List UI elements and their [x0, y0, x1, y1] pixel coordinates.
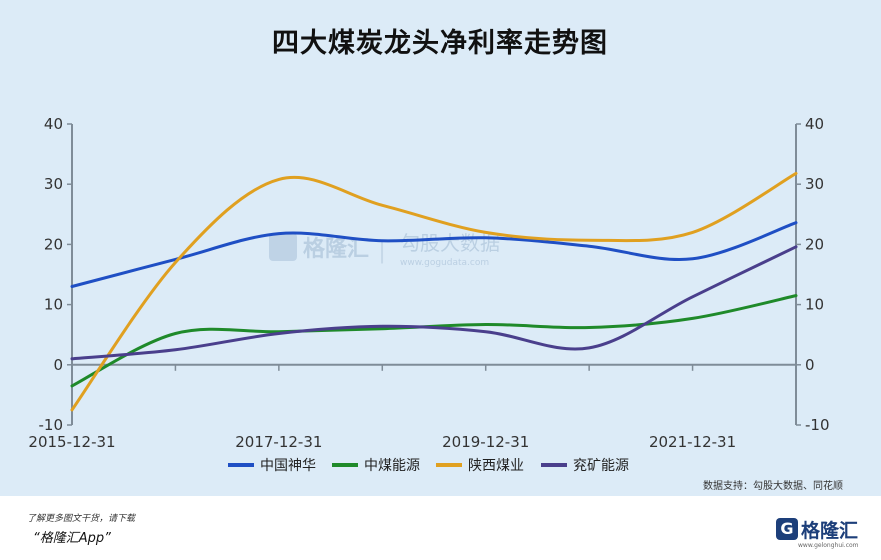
y-tick-label-right: -10 [805, 416, 830, 434]
series-line-2 [70, 171, 798, 412]
watermark-divider: | [378, 236, 386, 264]
brand-logo-icon: G [776, 518, 798, 540]
watermark-partner-url: www.gogudata.com [400, 258, 489, 268]
brand-name: 格隆汇 [801, 519, 859, 542]
y-tick-label-left: 40 [44, 115, 63, 133]
y-tick-label-right: 40 [805, 115, 824, 133]
y-tick-label-left: 10 [44, 296, 63, 314]
line-chart: 四大煤炭龙头净利率走势图 格隆汇 | 勾股大数据 www.gogudata.co… [28, 27, 843, 492]
y-tick-label-left: 30 [44, 175, 63, 193]
y-tick-label-left: 20 [44, 235, 63, 253]
y-tick-label-right: 30 [805, 175, 824, 193]
brand-url: www.gelonghui.com [798, 542, 859, 549]
legend-label: 中煤能源 [364, 458, 420, 474]
y-tick-label-left: -10 [39, 416, 64, 434]
series-line-0 [70, 221, 798, 288]
watermark-partner: 勾股大数据 [400, 231, 500, 255]
y-tick-label-right: 20 [805, 235, 824, 253]
y-tick-label-right: 0 [805, 356, 815, 374]
footer-download-hint: 了解更多图文干货，请下载 [27, 514, 136, 524]
series-line-3 [70, 245, 798, 361]
x-tick-label: 2019-12-31 [442, 433, 529, 451]
chart-title: 四大煤炭龙头净利率走势图 [272, 27, 608, 59]
data-source: 数据支持：勾股大数据、同花顺 [703, 479, 843, 492]
watermark: 格隆汇 | 勾股大数据 www.gogudata.com [269, 231, 500, 268]
legend: 中国神华 中煤能源 陕西煤业 兖矿能源 [228, 458, 629, 474]
x-tick-label: 2017-12-31 [235, 433, 322, 451]
x-tick-label: 2021-12-31 [649, 433, 736, 451]
footer-brand: G 格隆汇 [776, 517, 859, 542]
legend-label: 中国神华 [260, 458, 316, 474]
series-line-1 [70, 294, 798, 388]
footer-app-name: “格隆汇App” [33, 531, 111, 546]
x-tick-label: 2015-12-31 [28, 433, 115, 451]
y-tick-label-left: 0 [53, 356, 63, 374]
legend-label: 兖矿能源 [573, 458, 629, 474]
watermark-logo-icon [269, 233, 297, 261]
y-tick-label-right: 10 [805, 296, 824, 314]
series-lines [70, 171, 798, 412]
legend-label: 陕西煤业 [468, 458, 524, 474]
